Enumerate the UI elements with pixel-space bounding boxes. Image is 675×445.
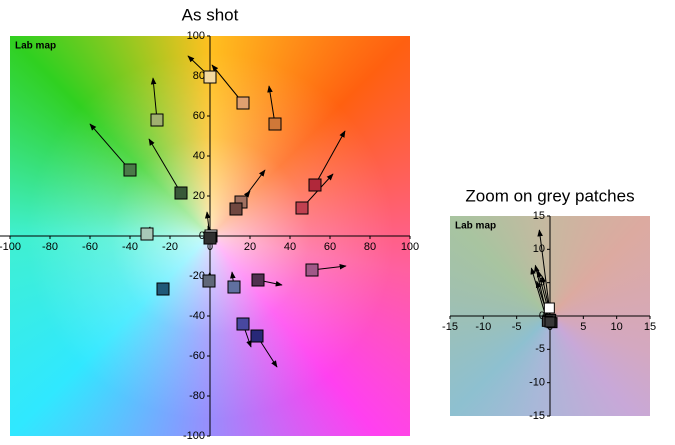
patch-marker xyxy=(236,317,250,331)
chart-title: Zoom on grey patches xyxy=(465,186,634,205)
x-tick-label: 100 xyxy=(401,241,419,253)
y-tick-label: -40 xyxy=(189,310,205,322)
map-label: Lab map xyxy=(455,221,496,232)
y-tick-label: -5 xyxy=(535,343,545,355)
y-tick-label: 100 xyxy=(187,30,205,42)
shift-arrow xyxy=(314,130,346,186)
patch-marker xyxy=(203,231,217,245)
x-tick-label: -80 xyxy=(42,241,58,253)
y-tick-label: -15 xyxy=(529,410,545,422)
x-tick-label: -10 xyxy=(475,321,491,333)
y-tick-label: 10 xyxy=(533,243,545,255)
y-tick-label: 40 xyxy=(193,150,205,162)
y-tick-label: -10 xyxy=(529,377,545,389)
patch-marker xyxy=(305,263,319,277)
x-tick-label: -20 xyxy=(162,241,178,253)
map-label: Lab map xyxy=(15,41,56,52)
patch-marker xyxy=(229,202,243,216)
x-tick-label: 5 xyxy=(580,321,586,333)
patch-marker xyxy=(202,274,216,288)
y-tick-label: 20 xyxy=(193,190,205,202)
x-tick-label: -5 xyxy=(512,321,522,333)
x-tick-label: 40 xyxy=(284,241,296,253)
patch-marker xyxy=(250,329,264,343)
shift-arrow xyxy=(150,77,158,121)
patch-marker xyxy=(251,273,265,287)
y-tick-label: -80 xyxy=(189,390,205,402)
patch-marker xyxy=(140,227,154,241)
patch-marker xyxy=(174,186,188,200)
x-tick-label: 80 xyxy=(364,241,376,253)
shift-arrow xyxy=(89,123,131,171)
y-tick-label: 0 xyxy=(199,230,205,242)
x-tick-label: -60 xyxy=(82,241,98,253)
patch-marker xyxy=(544,316,556,328)
patch-marker xyxy=(308,178,322,192)
shift-arrow xyxy=(537,229,550,309)
y-tick-label: -20 xyxy=(189,270,205,282)
x-tick-label: -100 xyxy=(0,241,21,253)
x-tick-label: 20 xyxy=(244,241,256,253)
patch-marker xyxy=(227,280,241,294)
y-tick-label: 60 xyxy=(193,110,205,122)
patch-marker xyxy=(203,70,217,84)
x-tick-label: 10 xyxy=(611,321,623,333)
patch-marker xyxy=(295,201,309,215)
patch-marker xyxy=(150,113,164,127)
y-tick-label: -100 xyxy=(183,430,205,442)
x-tick-label: 0 xyxy=(207,241,213,253)
y-tick-label: -60 xyxy=(189,350,205,362)
x-tick-label: -15 xyxy=(442,321,458,333)
y-tick-label: 80 xyxy=(193,70,205,82)
patch-marker xyxy=(123,163,137,177)
patch-marker xyxy=(156,282,170,296)
chart-title: As shot xyxy=(182,5,239,24)
y-tick-label: 15 xyxy=(533,210,545,222)
patch-marker xyxy=(268,117,282,131)
patch-marker xyxy=(543,302,555,314)
x-tick-label: 15 xyxy=(644,321,656,333)
x-tick-label: 60 xyxy=(324,241,336,253)
patch-marker xyxy=(236,96,250,110)
x-tick-label: -40 xyxy=(122,241,138,253)
shift-arrow xyxy=(148,138,182,194)
